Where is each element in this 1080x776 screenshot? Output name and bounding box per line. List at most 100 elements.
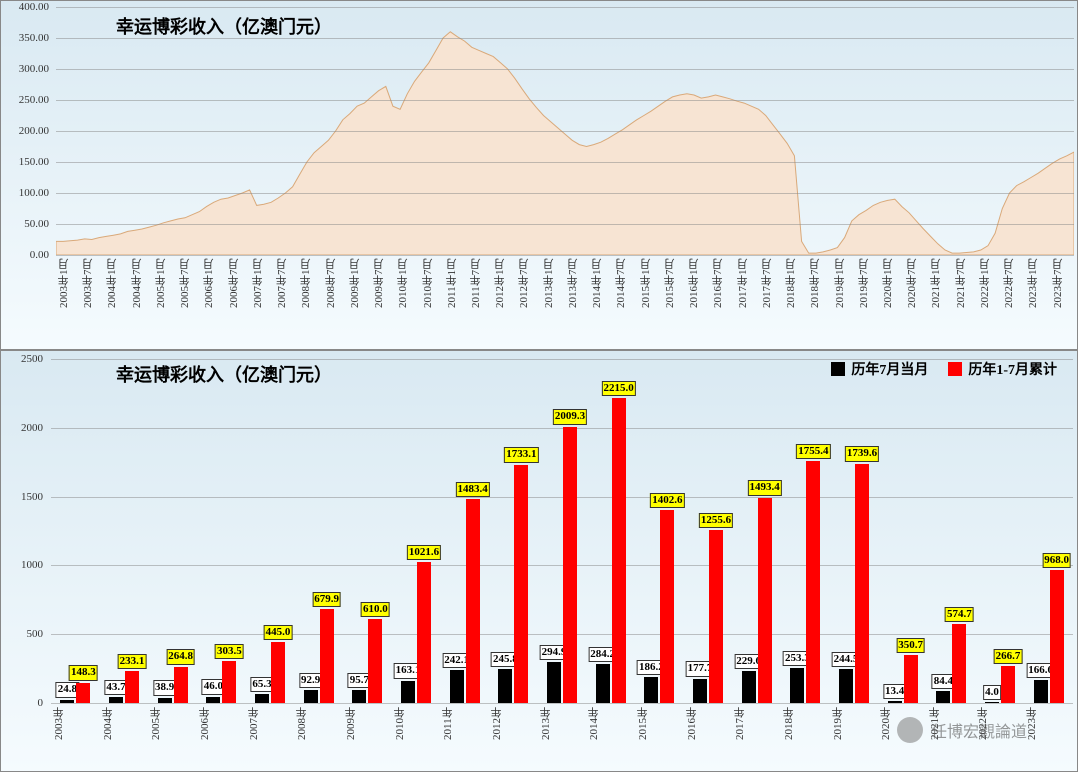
bar-black: 92.9 — [304, 690, 318, 703]
ytick: 2500 — [21, 353, 43, 365]
bar-value-label: 266.7 — [994, 649, 1023, 664]
wechat-icon — [897, 717, 923, 743]
x-label: 2018年7月 — [807, 259, 831, 347]
bar-group: 294.92009.3 — [547, 427, 577, 703]
bar-black: 245.8 — [498, 669, 512, 703]
ytick: 150.00 — [19, 156, 49, 168]
bar-red: 574.7 — [952, 624, 966, 703]
bar-group: 43.7233.1 — [109, 671, 139, 703]
x-label: 2022年1月 — [977, 259, 1001, 347]
bar-red: 148.3 — [76, 683, 90, 703]
x-label: 2006年 — [197, 707, 246, 769]
bottom-bar-chart: 幸运博彩收入（亿澳门元） 历年7月当月 历年1-7月累计 24.8148.343… — [0, 350, 1078, 772]
ytick: 2000 — [21, 422, 43, 434]
x-label: 2004年7月 — [129, 259, 153, 347]
x-label: 2020年1月 — [880, 259, 904, 347]
bar-group: 166.6968.0 — [1034, 570, 1064, 703]
x-label: 2014年7月 — [613, 259, 637, 347]
x-label: 2003年 — [51, 707, 100, 769]
x-label: 2019年 — [830, 707, 879, 769]
x-label: 2015年1月 — [638, 259, 662, 347]
x-label: 2006年7月 — [226, 259, 250, 347]
bar-value-label: 1733.1 — [504, 447, 538, 462]
bar-red: 2009.3 — [563, 427, 577, 703]
bar-group: 84.4574.7 — [936, 624, 966, 703]
bar-value-label: 610.0 — [361, 602, 390, 617]
ytick: 250.00 — [19, 94, 49, 106]
x-label: 2011年1月 — [444, 259, 468, 347]
x-label: 2011年7月 — [468, 259, 492, 347]
bar-value-label: 4.0 — [983, 685, 1001, 700]
bar-group: 95.7610.0 — [352, 619, 382, 703]
bar-black: 229.6 — [742, 671, 756, 703]
bar-group: 46.0303.5 — [206, 661, 236, 703]
bar-red: 1739.6 — [855, 464, 869, 703]
ytick: 400.00 — [19, 1, 49, 13]
bar-group: 24.8148.3 — [60, 683, 90, 703]
x-label: 2017年 — [732, 707, 781, 769]
x-label: 2014年 — [586, 707, 635, 769]
bar-red: 1493.4 — [758, 498, 772, 703]
x-label: 2010年7月 — [420, 259, 444, 347]
x-label: 2023年7月 — [1050, 259, 1074, 347]
x-label: 2015年7月 — [662, 259, 686, 347]
ytick: 0.00 — [30, 249, 49, 261]
x-label: 2023年 — [1024, 707, 1073, 769]
bar-red: 679.9 — [320, 609, 334, 703]
chart2-plot: 24.8148.343.7233.138.9264.846.0303.565.3… — [51, 359, 1073, 703]
bar-black: 46.0 — [206, 697, 220, 703]
x-label: 2010年1月 — [395, 259, 419, 347]
bar-value-label: 968.0 — [1042, 553, 1071, 568]
bar-value-label: 303.5 — [215, 644, 244, 659]
x-label: 2014年1月 — [589, 259, 613, 347]
x-label: 2010年 — [392, 707, 441, 769]
bar-red: 610.0 — [368, 619, 382, 703]
bar-black: 24.8 — [60, 700, 74, 703]
ytick: 1500 — [21, 491, 43, 503]
bar-red: 1021.6 — [417, 562, 431, 703]
bar-red: 2215.0 — [612, 398, 626, 703]
bar-value-label: 445.0 — [264, 625, 293, 640]
ytick: 200.00 — [19, 125, 49, 137]
bar-value-label: 264.8 — [166, 649, 195, 664]
bar-black: 43.7 — [109, 697, 123, 703]
bar-value-label: 1255.6 — [699, 513, 733, 528]
x-label: 2008年7月 — [323, 259, 347, 347]
bar-value-label: 1493.4 — [748, 480, 782, 495]
bar-value-label: 350.7 — [896, 638, 925, 653]
chart1-yaxis: 0.00 50.00 100.00 150.00 200.00 250.00 3… — [1, 7, 53, 255]
bar-group: 244.51739.6 — [839, 464, 869, 703]
x-label: 2018年1月 — [783, 259, 807, 347]
x-label: 2016年7月 — [710, 259, 734, 347]
x-label: 2020年7月 — [904, 259, 928, 347]
x-label: 2008年 — [294, 707, 343, 769]
bar-black: 242.1 — [450, 670, 464, 703]
bar-value-label: 1021.6 — [407, 545, 441, 560]
bar-black: 84.4 — [936, 691, 950, 703]
x-label: 2016年 — [684, 707, 733, 769]
x-label: 2013年1月 — [541, 259, 565, 347]
bar-red: 1483.4 — [466, 499, 480, 703]
ytick: 50.00 — [24, 218, 49, 230]
watermark-text: 任博宏觀論道 — [931, 718, 1027, 742]
ytick: 0 — [38, 697, 44, 709]
chart2-yaxis: 0 500 1000 1500 2000 2500 — [1, 359, 47, 703]
bar-value-label: 2009.3 — [553, 409, 587, 424]
chart1-plot — [56, 7, 1074, 255]
x-label: 2019年7月 — [856, 259, 880, 347]
x-label: 2005年1月 — [153, 259, 177, 347]
x-label: 2023年1月 — [1025, 259, 1049, 347]
bar-black: 294.9 — [547, 662, 561, 703]
x-label: 2012年7月 — [516, 259, 540, 347]
bar-black: 284.2 — [596, 664, 610, 703]
x-label: 2007年1月 — [250, 259, 274, 347]
x-label: 2016年1月 — [686, 259, 710, 347]
x-label: 2003年1月 — [56, 259, 80, 347]
bar-black: 166.6 — [1034, 680, 1048, 703]
bar-red: 1255.6 — [709, 530, 723, 703]
bar-black: 38.9 — [158, 698, 172, 703]
bar-red: 233.1 — [125, 671, 139, 703]
bar-black: 13.4 — [888, 701, 902, 703]
bar-black: 244.5 — [839, 669, 853, 703]
bar-red: 1733.1 — [514, 465, 528, 703]
